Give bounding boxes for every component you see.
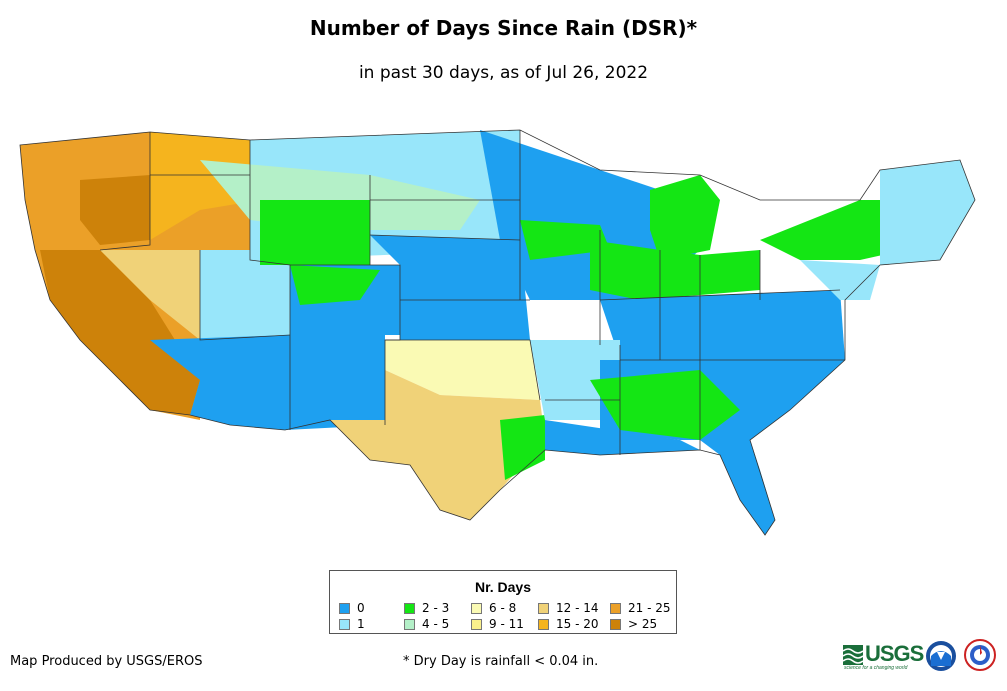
legend-swatch <box>610 619 621 630</box>
us-dsr-map <box>19 129 976 536</box>
region-minnesota-green <box>520 220 610 260</box>
legend-swatch <box>538 603 549 614</box>
legend-swatch <box>339 619 350 630</box>
legend-label: 0 <box>357 601 365 615</box>
legend-swatch <box>471 603 482 614</box>
usgs-wave-icon <box>843 645 863 665</box>
map-subtitle: in past 30 days, as of Jul 26, 2022 <box>358 63 649 83</box>
legend-label: 15 - 20 <box>556 617 599 631</box>
legend-swatch <box>404 603 415 614</box>
legend-label: 12 - 14 <box>556 601 599 615</box>
legend-title: Nr. Days <box>474 579 532 595</box>
usgs-tagline: science for a changing world <box>844 665 908 671</box>
legend-swatch <box>339 603 350 614</box>
region-kansas-nebraska <box>370 235 530 340</box>
legend-swatch <box>404 619 415 630</box>
nws-seal-icon <box>964 639 996 671</box>
legend-swatch <box>538 619 549 630</box>
region-california-interior <box>40 250 200 415</box>
region-mid-atlantic <box>800 260 880 300</box>
region-wyoming-green <box>260 200 370 265</box>
region-colorado-green <box>290 265 380 305</box>
region-idaho-montana <box>150 132 260 240</box>
region-new-england <box>880 160 975 265</box>
region-arizona <box>150 335 290 430</box>
region-oklahoma <box>385 340 540 400</box>
usgs-logo: USGS science for a changing world <box>843 641 924 671</box>
region-gulf-coast <box>545 420 700 455</box>
legend-swatch <box>610 603 621 614</box>
legend-swatch <box>471 619 482 630</box>
region-utah <box>200 250 290 340</box>
map-title: Number of Days Since Rain (DSR)* <box>309 16 698 40</box>
region-southeast-green <box>590 370 740 440</box>
region-illinois-indiana-green <box>590 240 760 300</box>
legend-label: 1 <box>357 617 365 631</box>
legend-label: 4 - 5 <box>422 617 450 631</box>
noaa-seal-icon <box>926 641 956 671</box>
state-borders <box>19 129 976 536</box>
legend-label: 2 - 3 <box>422 601 450 615</box>
region-michigan <box>650 175 720 260</box>
region-nevada <box>100 250 200 340</box>
legend-label: > 25 <box>628 617 658 631</box>
region-texas-east <box>500 415 545 480</box>
region-new-mexico <box>285 335 385 430</box>
region-ohio-valley <box>600 290 845 360</box>
legend-label: 9 - 11 <box>489 617 524 631</box>
credit-text: Map Produced by USGS/EROS <box>10 654 203 669</box>
legend-label: 21 - 25 <box>628 601 671 615</box>
legend-label: 6 - 8 <box>489 601 517 615</box>
region-texas <box>330 370 545 520</box>
region-northeast-green <box>760 200 905 260</box>
footnote-text: * Dry Day is rainfall < 0.04 in. <box>403 654 599 669</box>
region-oregon-interior <box>80 175 150 245</box>
legend: Nr. Days 0 1 2 - 3 4 - 5 6 - 8 9 - 11 12 - 14 1… <box>329 570 677 634</box>
usgs-wordmark: USGS <box>865 641 924 666</box>
region-florida <box>700 440 775 535</box>
